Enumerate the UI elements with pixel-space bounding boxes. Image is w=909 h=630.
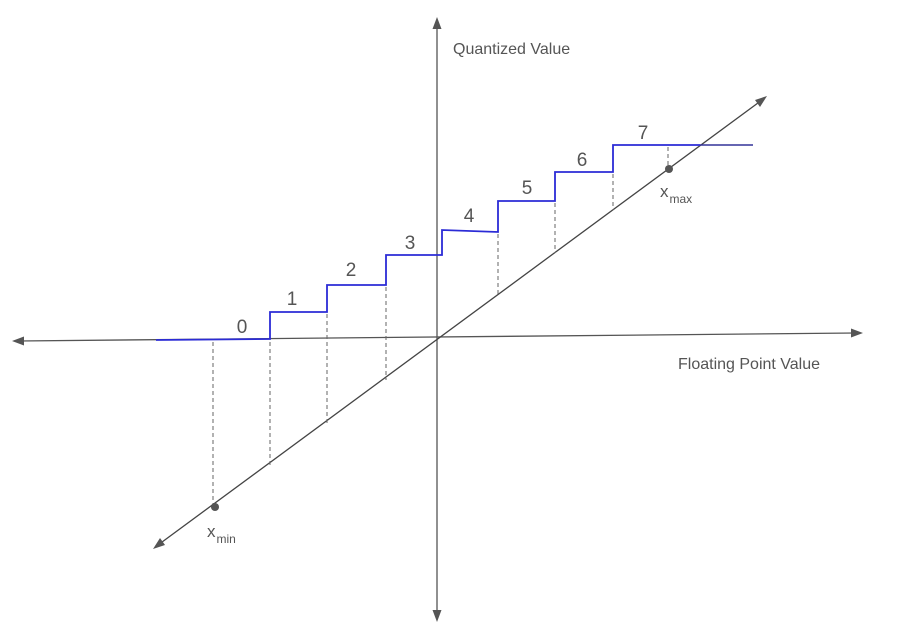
level-label-0: 0 <box>237 317 248 338</box>
x-min-label-subscript: min <box>217 532 236 546</box>
y-axis-label: Quantized Value <box>453 41 570 58</box>
level-label-1: 1 <box>287 289 298 310</box>
x-max-label-base: x <box>660 182 669 201</box>
level-label-7: 7 <box>638 123 649 144</box>
x-min-label-base: x <box>207 522 216 541</box>
x-axis-label: Floating Point Value <box>678 356 820 373</box>
x-max-label-subscript: max <box>670 192 693 206</box>
quantization-staircase <box>155 144 700 341</box>
level-label-2: 2 <box>346 260 357 281</box>
level-label-4: 4 <box>464 206 475 227</box>
level-label-3: 3 <box>405 233 416 254</box>
identity-line-upper-arrowhead <box>755 96 767 107</box>
y-axis-bottom-arrowhead <box>432 610 442 622</box>
x-max-point <box>665 165 673 173</box>
identity-line-lower-arrowhead <box>153 538 165 549</box>
x-max-label: xmax <box>660 182 692 206</box>
level-label-5: 5 <box>522 178 533 199</box>
x-axis-right-arrowhead <box>851 328 863 338</box>
identity-line <box>157 99 763 546</box>
x-axis-left-arrowhead <box>12 336 24 346</box>
x-min-label: xmin <box>207 522 236 546</box>
y-axis-top-arrowhead <box>432 17 442 29</box>
level-label-6: 6 <box>577 150 588 171</box>
x-min-point <box>211 503 219 511</box>
